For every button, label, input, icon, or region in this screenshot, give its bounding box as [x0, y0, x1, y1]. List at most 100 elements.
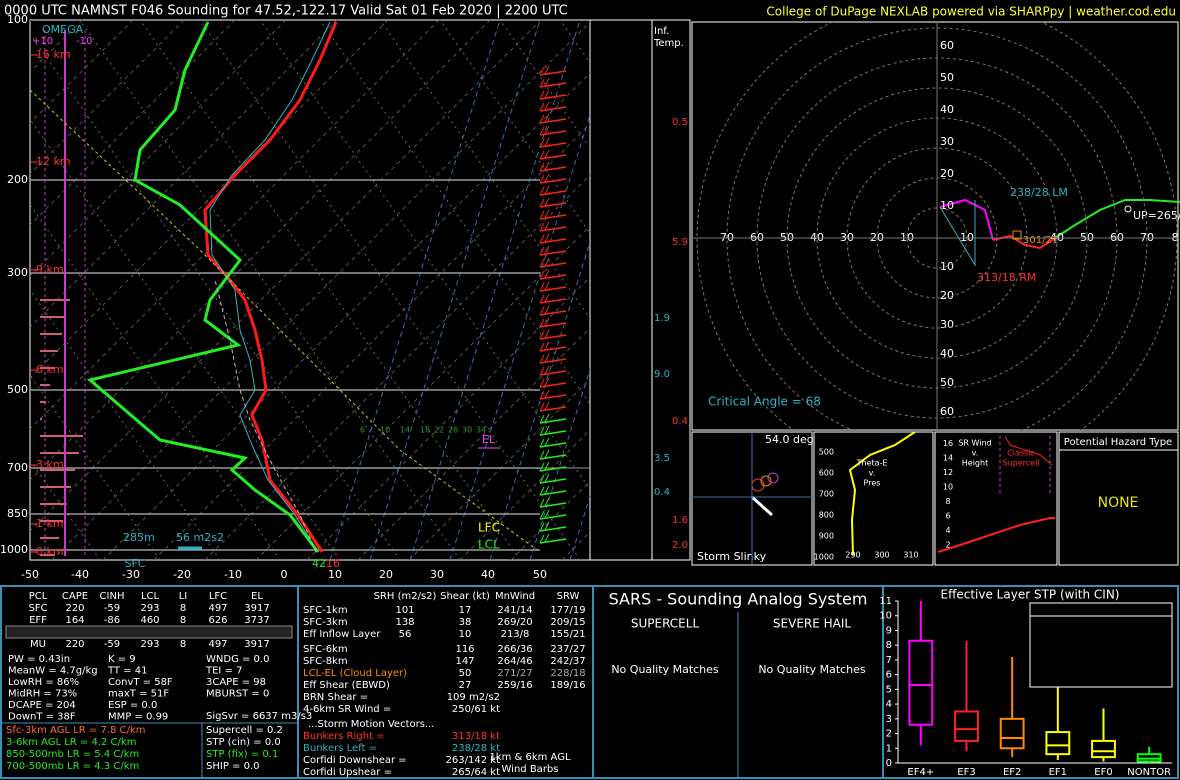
mixing-ratio-label: 26: [448, 426, 458, 435]
wind-barb: [544, 209, 550, 219]
table-header: CINH: [100, 591, 125, 602]
temp-label: 20: [379, 568, 393, 581]
table-cell: 177/19: [550, 605, 585, 616]
theta-temp: 310: [903, 551, 918, 560]
index: DCAPE = 204: [8, 700, 76, 711]
pressure-label: 500: [7, 383, 28, 396]
row-label: SFC-8km: [303, 656, 348, 667]
omega-tick: -10: [76, 36, 92, 47]
mixing-ratio-label: 18: [420, 426, 430, 435]
table-header: Shear (kt): [440, 591, 490, 602]
dry-adiabat: [379, 20, 590, 320]
wetbulb-line: [29, 89, 541, 553]
temp-label: 0: [281, 568, 288, 581]
height-label: 9 km: [36, 263, 64, 276]
wind-barb: [539, 138, 545, 148]
wind-barb: [539, 70, 567, 76]
row-highlight: [5, 625, 293, 639]
pressure-label: 100: [7, 13, 28, 26]
index: DownT = 38F: [8, 712, 76, 723]
wind-barb: [544, 317, 550, 327]
sars-result: No Quality Matches: [758, 663, 866, 676]
wind-barb: [539, 258, 545, 268]
table-cell: 626: [208, 615, 227, 626]
ring-label: 10: [940, 199, 954, 212]
el-label: EL: [482, 433, 496, 446]
wind-barb: [539, 466, 567, 472]
wind-barb: [539, 334, 567, 340]
lfc-label: LFC: [478, 521, 500, 535]
wind-barb: [544, 377, 550, 387]
right-mover: 313/18 RM: [977, 271, 1036, 284]
wind-barb: [544, 197, 550, 207]
prob-box: [1029, 602, 1173, 688]
credit: College of DuPage NEXLAB powered via SHA…: [766, 5, 1176, 19]
wind-barb: [544, 305, 550, 315]
slinky-vector: [750, 495, 774, 517]
height-label: 15 km: [36, 48, 71, 61]
wind-barb: [539, 142, 567, 148]
table-cell: 259/16: [497, 680, 532, 691]
theta-e-profile: [848, 431, 916, 556]
y-tick-label: 9: [886, 625, 892, 636]
row-label: Bunkers Left =: [303, 743, 377, 754]
wind-barb: [544, 329, 550, 339]
index: WNDG = 0.0: [206, 654, 269, 665]
pressure-label: 300: [7, 266, 28, 279]
wind-barb: [539, 498, 545, 508]
theta-temp: 290: [845, 551, 860, 560]
table-cell: 293: [140, 603, 159, 614]
table-cell: 50: [459, 668, 472, 679]
stp-title: Effective Layer STP (with CIN): [941, 588, 1120, 602]
wind-barb: [544, 245, 550, 255]
table-header: LI: [179, 591, 188, 602]
wind-barb: [539, 486, 545, 496]
index: LowRH = 86%: [8, 677, 79, 688]
pressure-label: 700: [7, 461, 28, 474]
index: TEI = 7: [205, 666, 242, 677]
theta-pressure: 500: [819, 448, 834, 457]
table-cell: -86: [104, 615, 120, 626]
wind-barb: [539, 366, 545, 376]
x-tick-label: EF0: [1094, 767, 1112, 778]
wind-barb: [544, 233, 550, 243]
wind-barb: [539, 534, 545, 544]
pressure-label: 1000: [0, 543, 28, 556]
theta-title: Theta-E: [856, 459, 888, 468]
row-label: LCL-EL (Cloud Layer): [303, 668, 407, 679]
table-cell: 213/8: [501, 629, 530, 640]
row-value: 263/142 kt: [446, 755, 501, 766]
dry-adiabat: [30, 203, 281, 560]
wind-barb: [539, 438, 545, 448]
wind-barb: [544, 221, 550, 231]
pressure-label: 850: [7, 507, 28, 520]
dry-adiabat: [30, 33, 401, 560]
wind-barb: [539, 502, 567, 508]
mixing-ratio-label: 6: [360, 426, 365, 435]
table-header: LFC: [209, 591, 227, 602]
inferred-value: 1.6: [672, 515, 688, 526]
wind-barb: [539, 174, 545, 184]
ring-label: 20: [940, 289, 954, 302]
hazard-value: NONE: [1098, 495, 1139, 511]
wind-barb: [544, 113, 550, 123]
dry-adiabat: [79, 20, 461, 560]
wind-barb: [539, 474, 545, 484]
box: [1045, 731, 1071, 756]
wind-barb: [539, 90, 545, 100]
row-value: 238/28 kt: [452, 743, 500, 754]
wind-barb: [539, 510, 545, 520]
wind-barb: [539, 102, 545, 112]
wind-barb: [544, 77, 550, 87]
wind-barb: [539, 274, 567, 280]
y-tick-label: 0: [886, 758, 892, 769]
inferred-value: 1.9: [654, 313, 670, 324]
hazard-title: Potential Hazard Type: [1064, 437, 1172, 448]
omega-title: OMEGA: [42, 23, 84, 36]
critical-angle: Critical Angle = 68: [708, 395, 821, 409]
wind-barb: [539, 462, 545, 472]
wind-barb: [539, 358, 567, 364]
wind-barb: [544, 413, 550, 423]
wind-barb: [539, 154, 567, 160]
lapse-rate: 700-500mb LR = 4.3 C/km: [6, 761, 139, 772]
